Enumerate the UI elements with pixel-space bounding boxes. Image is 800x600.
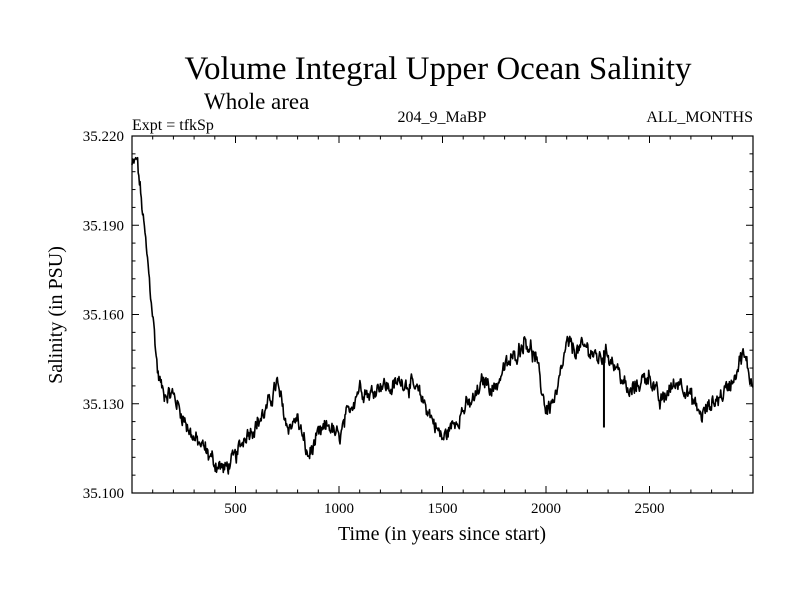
series-layer: [131, 156, 754, 475]
y-tick-label: 35.100: [83, 486, 124, 502]
y-tick-label: 35.190: [83, 218, 124, 234]
chart-title: Volume Integral Upper Ocean Salinity: [184, 51, 692, 87]
chart-subtitle: Whole area: [204, 89, 309, 114]
y-tick-label: 35.130: [83, 397, 124, 413]
axis-ticks: 500 1000 1500 2000 2500 35.100 35.130 35.160 35.…: [83, 129, 753, 517]
series-line: [131, 156, 754, 475]
period-label: ALL_MONTHS: [646, 109, 753, 126]
x-tick-label: 2500: [635, 501, 665, 517]
run-id-label: 204_9_MaBP: [398, 109, 487, 126]
y-tick-label: 35.220: [83, 129, 124, 145]
x-axis-label: Time (in years since start): [338, 523, 546, 545]
y-axis-label: Salinity (in PSU): [45, 246, 67, 384]
x-tick-label: 1500: [428, 501, 458, 517]
experiment-label: Expt = tfkSp: [132, 117, 214, 134]
x-tick-label: 500: [224, 501, 247, 517]
x-tick-label: 1000: [324, 501, 354, 517]
y-tick-label: 35.160: [83, 308, 124, 324]
x-tick-label: 2000: [531, 501, 561, 517]
